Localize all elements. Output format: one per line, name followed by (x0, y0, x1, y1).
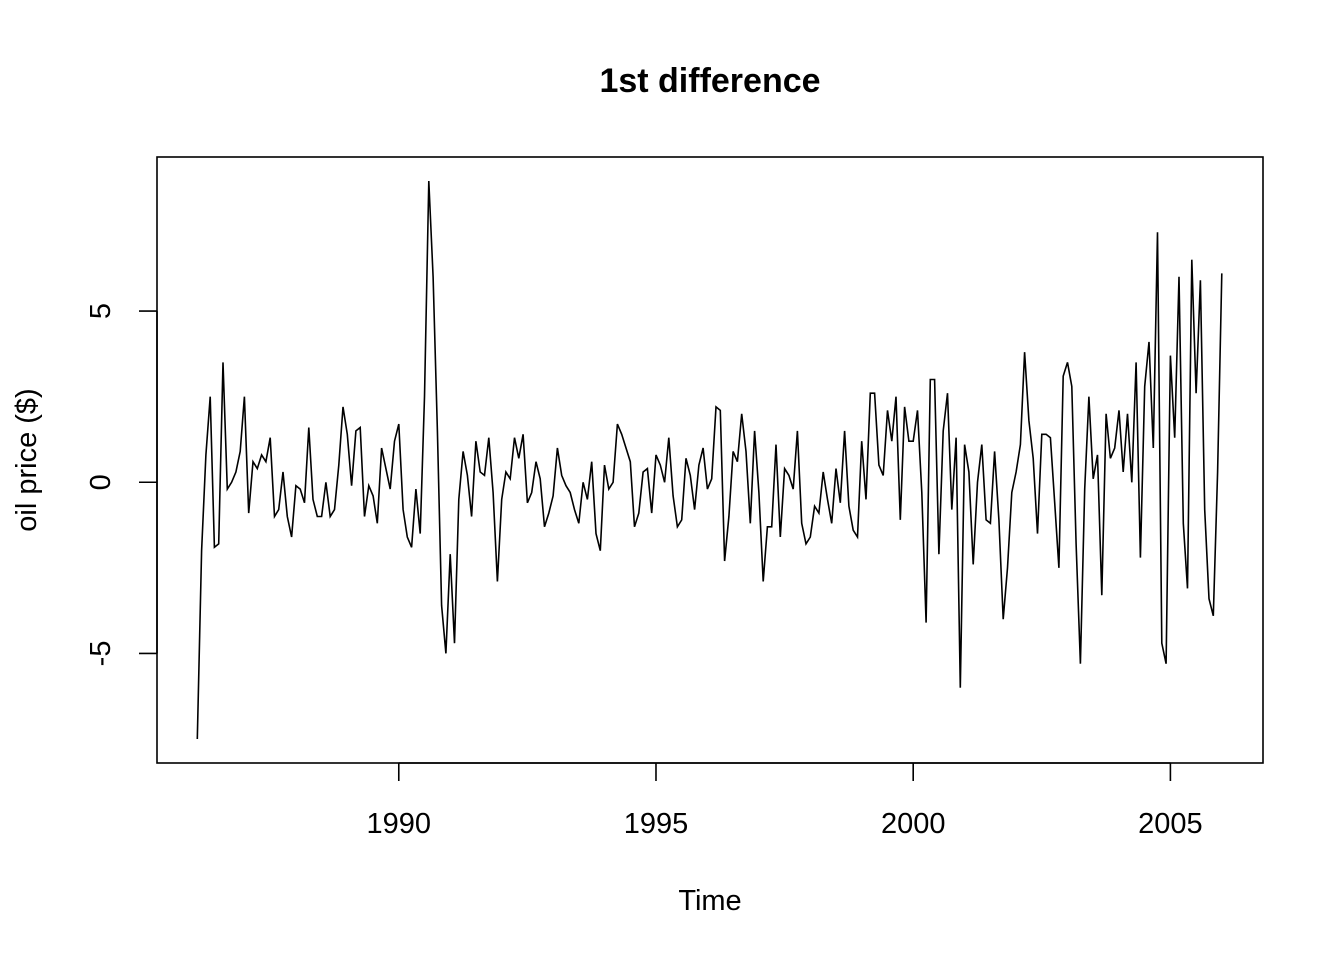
x-tick-label: 1995 (624, 808, 689, 840)
y-tick-label: 0 (85, 474, 117, 490)
y-axis-label: oil price ($) (11, 388, 43, 531)
x-axis: 1990 1995 2000 2005 (367, 762, 1203, 840)
chart-title: 1st difference (599, 62, 820, 100)
x-axis-label: Time (678, 885, 741, 917)
x-tick-label: 2000 (881, 808, 946, 840)
x-tick-label: 1990 (367, 808, 432, 840)
y-tick-label: -5 (85, 641, 117, 667)
y-tick-label: 5 (85, 303, 117, 319)
series-line (196, 180, 1223, 740)
x-tick-label: 2005 (1138, 808, 1203, 840)
y-axis: -5 0 5 (85, 303, 158, 667)
